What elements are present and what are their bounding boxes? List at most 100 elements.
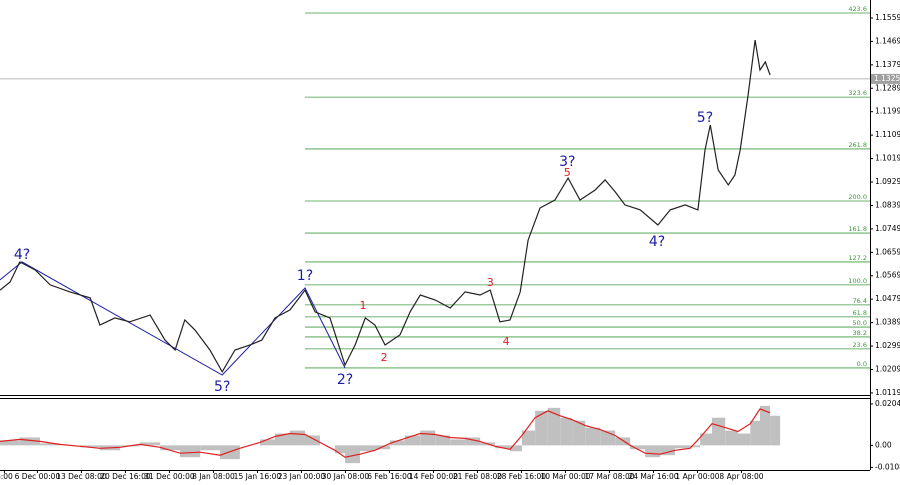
fib-label: 0.0	[857, 360, 867, 368]
x-tick-label: 6:00	[0, 472, 13, 481]
y-tick-label: 1.0299	[875, 341, 900, 350]
wave-path	[0, 261, 346, 376]
oscillator-bar	[521, 430, 536, 446]
y-tick-label: 1.0389	[875, 318, 900, 327]
fib-label: 323.6	[848, 89, 867, 97]
oscillator-bar	[572, 420, 586, 446]
oscillator-bar	[630, 445, 646, 450]
y-tick-label: 1.1469	[875, 36, 900, 45]
oscillator-bar	[334, 445, 346, 454]
oscillator-bar	[359, 445, 375, 452]
current-price-label: 1.1325	[874, 74, 900, 83]
wave-label: 3	[487, 276, 494, 289]
y-tick-label: 1.0119	[875, 388, 900, 397]
oscillator-bar	[260, 439, 276, 446]
fib-label: 61.8	[853, 309, 867, 317]
wave-label: 4?	[14, 247, 30, 263]
oscillator-bar	[712, 417, 726, 446]
x-tick-label: 8 Apr 08:00	[719, 472, 763, 481]
x-tick-label: 31 Dec 00:00	[144, 472, 195, 481]
x-tick-label: 30 Jan 08:00	[322, 472, 370, 481]
x-tick-label: 17 Mar 08:00	[584, 472, 634, 481]
fib-label: 127.2	[848, 254, 867, 262]
x-tick-label: 14 Feb 00:00	[409, 472, 458, 481]
wave-label: 5?	[697, 110, 713, 126]
fib-label: 50.0	[853, 319, 867, 327]
oscillator-bar	[700, 433, 713, 446]
fib-label: 200.0	[848, 193, 867, 201]
y-tick-label: 1.0209	[875, 364, 900, 373]
x-tick-label: 20 Dec 16:00	[100, 472, 151, 481]
oscillator-bar	[759, 405, 771, 446]
oscillator-bar	[0, 440, 20, 446]
oscillator-bar	[19, 437, 41, 446]
y-tick-label: 1.0659	[875, 247, 900, 256]
oscillator-bar	[725, 430, 738, 446]
oscillator-bar	[615, 437, 631, 446]
fib-label: 100.0	[848, 277, 867, 285]
y-tick-label: 1.1289	[875, 83, 900, 92]
oscillator-bar	[750, 420, 760, 446]
wave-label: 5?	[214, 379, 230, 395]
x-tick-label: 6 Feb 16:00	[367, 472, 412, 481]
oscillator-bar	[139, 442, 161, 446]
fib-label: 23.6	[853, 341, 867, 349]
oscillator-bar	[435, 435, 451, 446]
oscillator-bar	[290, 430, 305, 446]
wave-label: 3?	[559, 154, 575, 170]
y-tick-label: -0.01087	[875, 462, 900, 471]
oscillator-bar	[275, 433, 290, 446]
x-tick-label: 6 Dec 00:00	[15, 472, 61, 481]
oscillator-bar	[160, 445, 180, 451]
wave-label: 1	[360, 299, 367, 312]
fib-label: 38.2	[853, 329, 867, 337]
wave-label: 5	[564, 166, 571, 179]
oscillator-bar	[510, 445, 522, 452]
x-tick-label: 23 Jan 00:00	[278, 472, 326, 481]
oscillator-bar	[770, 415, 781, 446]
oscillator-bar	[345, 445, 360, 464]
x-tick-label: 13 Dec 08:00	[56, 472, 107, 481]
oscillator-bar	[465, 437, 481, 446]
x-tick-label: 24 Mar 16:00	[628, 472, 678, 481]
y-tick-label: 1.1019	[875, 154, 900, 163]
wave-label: 4?	[649, 234, 665, 250]
y-tick-label: 1.1559	[875, 13, 900, 22]
x-tick-label: 21 Feb 08:00	[453, 472, 502, 481]
wave-label: 2?	[337, 372, 353, 388]
x-tick-label: 28 Feb 16:00	[497, 472, 546, 481]
oscillator-bar	[535, 410, 548, 446]
current-price-box	[871, 73, 900, 84]
oscillator-bar	[404, 435, 421, 446]
oscillator-bar	[675, 445, 691, 449]
oscillator-bar	[560, 417, 573, 446]
fib-label: 76.4	[853, 297, 867, 305]
wave-label: 4	[503, 335, 510, 348]
fib-label: 161.8	[848, 225, 867, 233]
oscillator-bar	[80, 445, 100, 448]
wave-label: 2	[381, 351, 388, 364]
oscillator-bar	[737, 433, 751, 446]
fib-label: 261.8	[848, 141, 867, 149]
oscillator-bar	[179, 445, 201, 458]
oscillator-bar	[495, 445, 511, 449]
oscillator-bar	[200, 445, 221, 451]
y-tick-label: 0.02041	[875, 399, 900, 408]
oscillator-bar	[450, 439, 466, 446]
oscillator-bar	[660, 445, 676, 456]
y-tick-label: 1.0749	[875, 224, 900, 233]
y-tick-label: 1.0479	[875, 294, 900, 303]
y-tick-label: 1.1109	[875, 130, 900, 139]
oscillator-bar	[547, 407, 561, 446]
x-tick-label: 10 Mar 00:00	[540, 472, 590, 481]
price-line	[0, 40, 771, 374]
oscillator-bar	[690, 445, 701, 448]
oscillator-bar	[304, 435, 320, 446]
wave-label: 1?	[297, 268, 313, 284]
y-tick-label: 1.0569	[875, 271, 900, 280]
oscillator-bar	[40, 443, 60, 446]
y-tick-label: 1.0929	[875, 177, 900, 186]
oscillator-bar	[645, 445, 661, 458]
oscillator-bar	[585, 427, 601, 446]
